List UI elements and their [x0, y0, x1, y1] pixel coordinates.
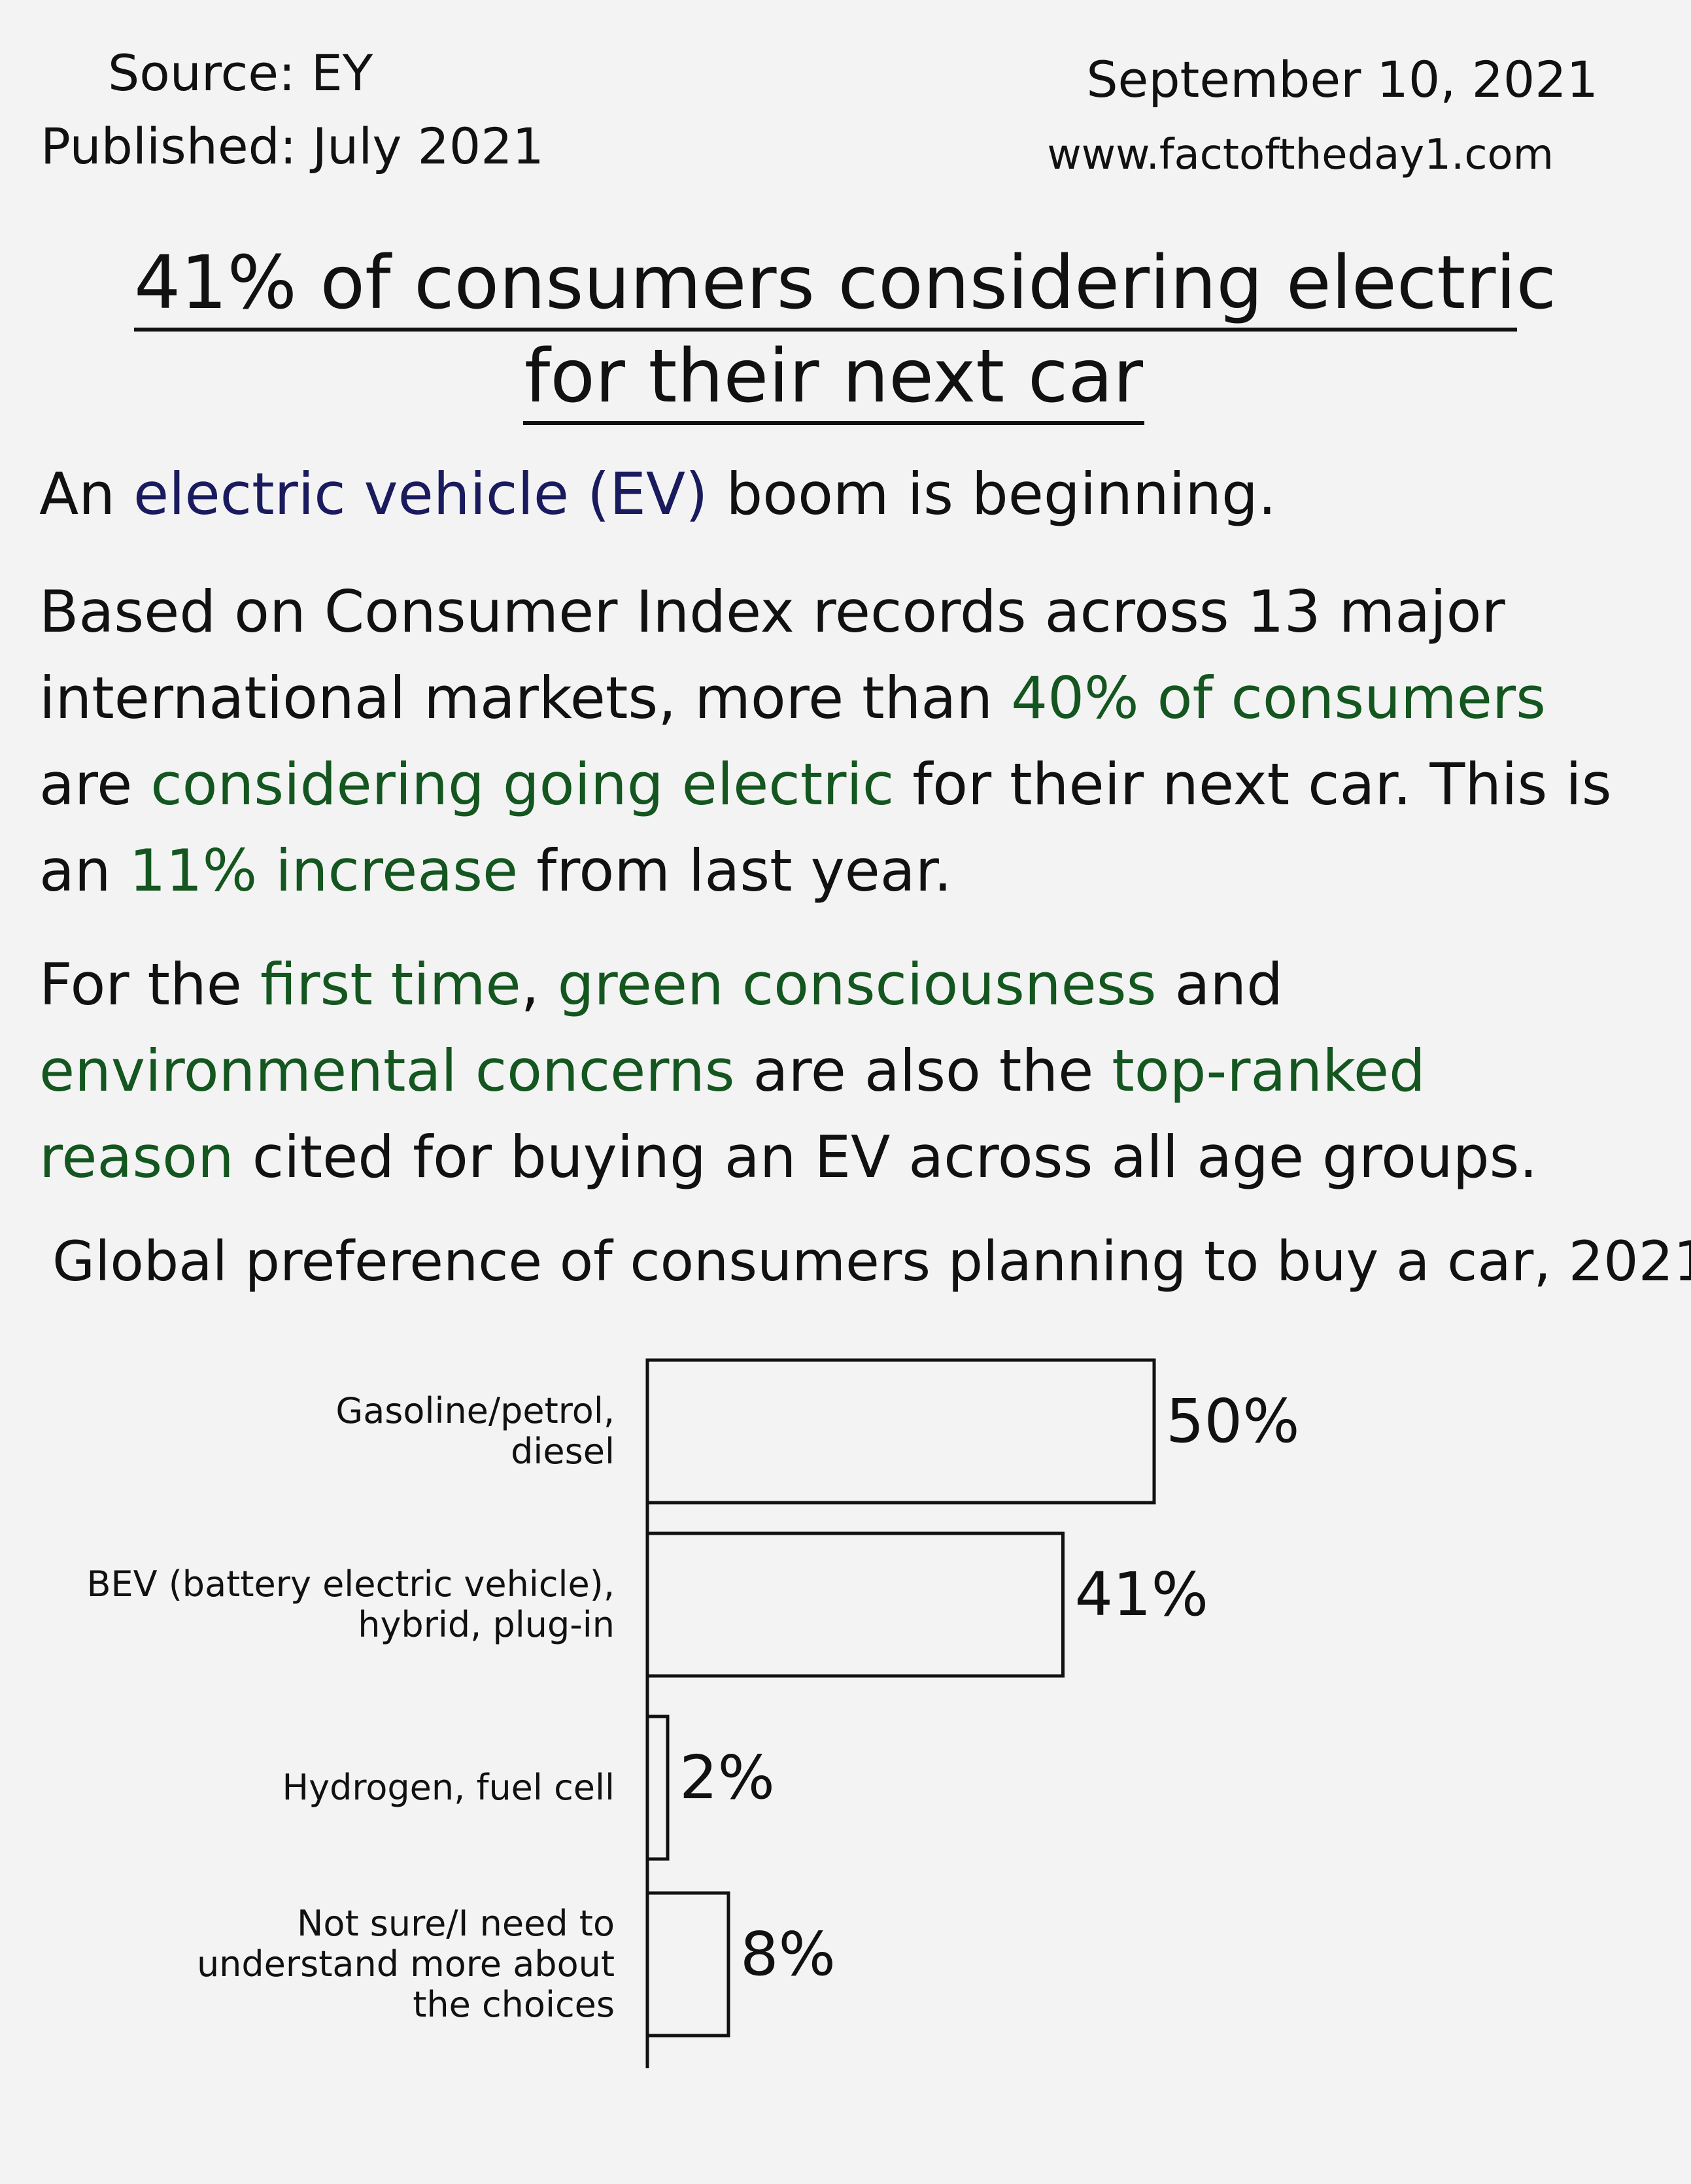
chart-bar-3 — [645, 1715, 670, 1861]
chart-bar-2 — [645, 1531, 1065, 1678]
reason-highlight-top-ranked: top-ranked reason — [39, 1037, 1426, 1191]
reason-highlight-green: green consciousness — [557, 951, 1157, 1018]
source-text: Source: EY — [108, 44, 373, 102]
market-highlight-increase: 11% increase — [129, 837, 519, 904]
reason-text-i: cited for buying an EV across all age gr… — [233, 1123, 1538, 1191]
market-highlight-consumers: 40% of consumers — [1011, 664, 1546, 732]
date-text: September 10, 2021 — [1086, 50, 1598, 109]
chart-bar-4 — [645, 1891, 730, 2038]
published-text: Published: July 2021 — [41, 117, 544, 175]
reason-text-g: are also the — [734, 1037, 1112, 1104]
chart-category-label-4-line-1: Not sure/I need to — [297, 1903, 615, 1944]
chart-category-label-1-line-2: diesel — [511, 1431, 615, 1472]
intro-highlight-ev: electric vehicle (EV) — [133, 460, 708, 528]
chart-category-label-2-line-2: hybrid, plug-in — [358, 1604, 615, 1645]
chart-bar-1 — [645, 1358, 1156, 1505]
reason-text-a: For the — [39, 951, 260, 1018]
chart-value-label-4: 8% — [740, 1919, 836, 1989]
chart-value-label-1: 50% — [1166, 1386, 1299, 1456]
chart-category-label-3-line-1: Hydrogen, fuel cell — [282, 1767, 615, 1808]
market-text-e: for their next car. This is an — [39, 751, 1612, 904]
market-paragraph: Based on Consumer Index records across 1… — [39, 569, 1622, 914]
reason-highlight-first-time: first time — [260, 951, 521, 1018]
chart-value-label-3: 2% — [679, 1743, 775, 1813]
reason-paragraph: For the first time, green consciousness … — [39, 942, 1622, 1201]
market-highlight-considering: considering going electric — [150, 751, 895, 818]
market-text-c: are — [39, 751, 151, 818]
intro-text-c: boom is beginning. — [708, 460, 1276, 528]
chart-category-label-4-line-3: the choices — [413, 1984, 615, 2025]
chart-category-label-4-line-2: understand more about — [197, 1943, 615, 1985]
website-text: www.factoftheday1.com — [1047, 131, 1554, 179]
chart-category-label-1-line-1: Gasoline/petrol, — [335, 1390, 615, 1431]
chart-value-label-2: 41% — [1075, 1560, 1208, 1629]
reason-text-c: , — [521, 951, 558, 1018]
title-line-1: 41% of consumers considering electric — [134, 243, 1556, 332]
market-text-a: Based on Consumer Index records across 1… — [39, 578, 1505, 732]
preference-bar-chart: 50% Gasoline/petrol,diesel 41% BEV (battery… — [86, 1358, 1299, 2068]
market-text-g: from last year. — [518, 837, 952, 904]
intro-text-a: An — [39, 460, 133, 528]
intro-paragraph: An electric vehicle (EV) boom is beginni… — [39, 451, 1622, 537]
reason-highlight-environmental: environmental concerns — [39, 1037, 735, 1104]
chart-heading: Global preference of consumers planning … — [52, 1229, 1691, 1293]
title-line-2: for their next car — [523, 336, 1144, 426]
chart-category-label-2-line-1: BEV (battery electric vehicle), — [86, 1563, 615, 1605]
reason-text-e: and — [1156, 951, 1283, 1018]
